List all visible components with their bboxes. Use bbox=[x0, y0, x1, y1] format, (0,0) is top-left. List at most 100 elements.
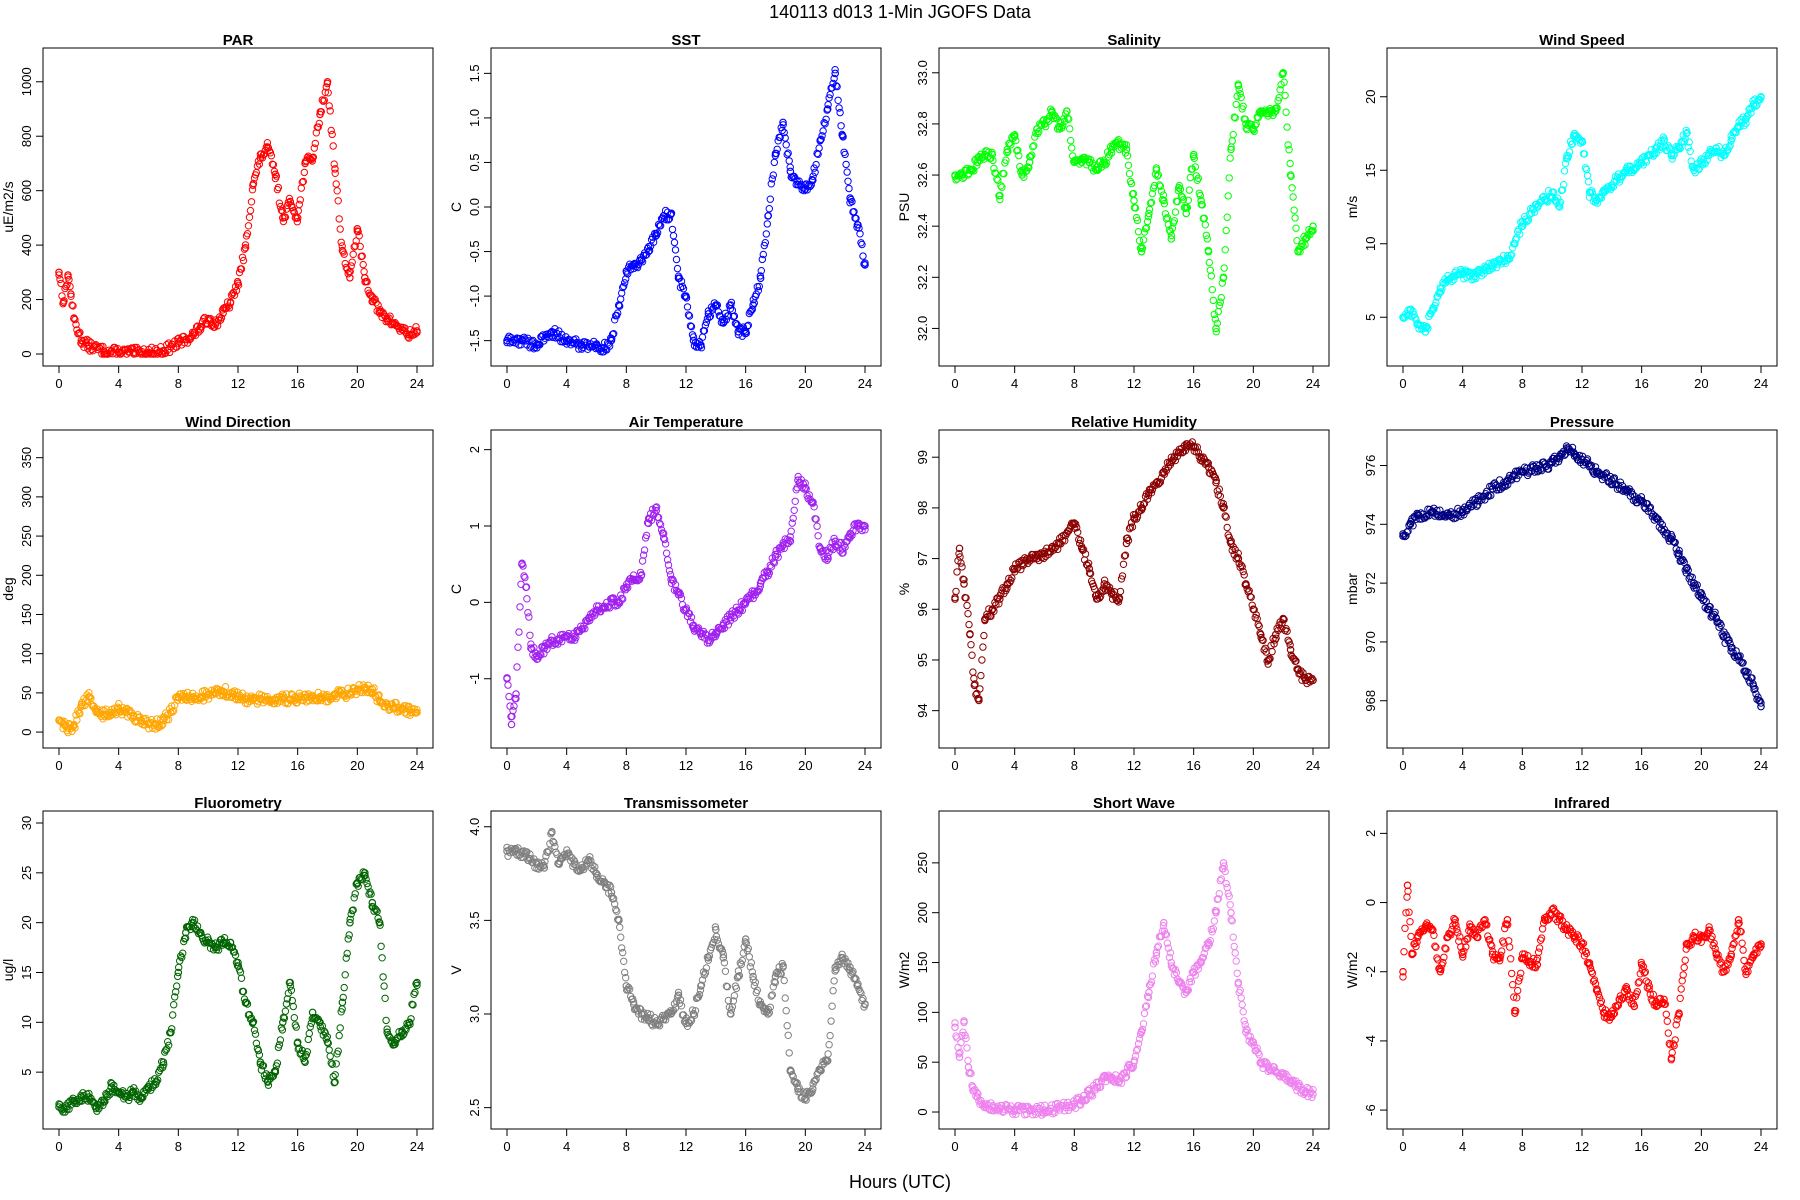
panel-infrared-point bbox=[1431, 942, 1439, 950]
panel-wind-direction-y-tick-label: 200 bbox=[19, 564, 34, 586]
panel-relative-humidity-point bbox=[977, 671, 985, 680]
panel-air-temperature-data-point bbox=[801, 483, 810, 492]
panel-salinity-data-point bbox=[1137, 247, 1146, 256]
panel-transmissometer-data-point bbox=[861, 1000, 869, 1009]
panel-salinity-point bbox=[1170, 217, 1179, 225]
panel-infrared-title: Infrared bbox=[1554, 795, 1610, 812]
panel-infrared-point bbox=[1399, 973, 1407, 981]
panel-wind-direction-y-tick-label: 100 bbox=[19, 643, 34, 665]
panel-par-data-point bbox=[338, 246, 347, 255]
panel-sst-point bbox=[714, 308, 723, 316]
panel-pressure-data-point bbox=[1652, 514, 1661, 523]
panel-short-wave-point bbox=[1258, 1060, 1266, 1068]
panel-air-temperature-point bbox=[787, 527, 795, 535]
panel-air-temperature-data-point bbox=[711, 629, 720, 637]
panel-pressure-data-point bbox=[1473, 496, 1482, 505]
panel-short-wave-data-point bbox=[1107, 1073, 1116, 1081]
panel-fluorometry-point bbox=[342, 954, 350, 962]
panel-salinity-point bbox=[1160, 199, 1169, 208]
panel-fluorometry-point bbox=[394, 1033, 402, 1042]
panel-sst-point bbox=[811, 168, 819, 177]
panel-sst-data-point bbox=[853, 221, 862, 229]
panel-sst-point bbox=[825, 94, 833, 102]
panel-sst-point bbox=[614, 309, 622, 317]
panel-pressure-point bbox=[1658, 521, 1667, 529]
panel-relative-humidity-data-point bbox=[1189, 443, 1198, 451]
panel-sst-point bbox=[831, 66, 839, 74]
panel-air-temperature-point bbox=[810, 503, 818, 511]
panel-wind-speed-data-point bbox=[1615, 173, 1624, 182]
panel-sst-point bbox=[730, 312, 739, 320]
panel-wind-direction-point bbox=[134, 711, 142, 719]
panel-sst-point bbox=[822, 115, 830, 124]
panel-fluorometry-point bbox=[332, 1060, 340, 1068]
panel-pressure-point bbox=[1586, 462, 1595, 470]
panel-air-temperature-y-axis-label: C bbox=[448, 584, 464, 594]
panel-relative-humidity-point bbox=[967, 641, 975, 649]
panel-air-temperature-point bbox=[663, 556, 672, 564]
panel-wind-speed-data-point bbox=[1511, 240, 1519, 248]
panel-wind-direction-data-point bbox=[301, 693, 309, 702]
panel-transmissometer-point bbox=[617, 933, 625, 941]
panel-par-y-tick-label: 1000 bbox=[19, 67, 34, 96]
panel-salinity-point bbox=[1203, 235, 1212, 243]
panel-relative-humidity-point bbox=[1119, 560, 1128, 568]
panel-short-wave-point bbox=[951, 1019, 959, 1027]
panel-relative-humidity-point bbox=[1240, 571, 1248, 579]
panel-par-x-tick-label: 20 bbox=[350, 376, 364, 391]
panel-par-point bbox=[241, 241, 250, 249]
panel-fluorometry-point bbox=[304, 1035, 312, 1044]
panel-pressure-point bbox=[1684, 566, 1692, 574]
panel-fluorometry-data-point bbox=[375, 918, 384, 927]
panel-short-wave-point bbox=[1160, 927, 1169, 935]
panel-wind-direction-point bbox=[392, 699, 400, 707]
panel-sst-data-point bbox=[734, 327, 743, 336]
panel-salinity-point bbox=[1171, 208, 1180, 216]
panel-air-temperature-point bbox=[639, 551, 648, 559]
panel-salinity-point bbox=[1194, 174, 1203, 183]
panel-fluorometry-point bbox=[341, 971, 349, 979]
panel-infrared-y-axis-label: W/m2 bbox=[1344, 952, 1360, 989]
panel-relative-humidity-data-point bbox=[1197, 453, 1205, 462]
panel-short-wave-data-point bbox=[1286, 1078, 1295, 1086]
panel-air-temperature-point bbox=[756, 582, 764, 590]
panel-par-data-point bbox=[70, 314, 78, 323]
panel-air-temperature-data-point bbox=[846, 529, 854, 538]
panel-air-temperature-points bbox=[503, 472, 869, 729]
panel-salinity-point bbox=[1179, 195, 1188, 204]
panel-fluorometry-point bbox=[290, 1014, 298, 1022]
figure-title: 140113 d013 1-Min JGOFS Data bbox=[769, 2, 1032, 22]
panel-wind-direction-point bbox=[413, 706, 421, 714]
panel-transmissometer-x-tick-label: 24 bbox=[858, 1139, 872, 1154]
panel-transmissometer-data-point bbox=[682, 1019, 690, 1028]
panel-short-wave-y-tick-label: 100 bbox=[915, 1002, 930, 1024]
panel-air-temperature-data-point bbox=[786, 537, 795, 546]
panel-transmissometer-point bbox=[704, 956, 713, 964]
panel-relative-humidity-data-point bbox=[1175, 448, 1183, 456]
panel-infrared-point bbox=[1436, 965, 1444, 973]
panel-air-temperature-data-point bbox=[570, 632, 578, 641]
panel-salinity-point bbox=[1176, 185, 1185, 193]
panel-fluorometry-point bbox=[257, 1066, 266, 1074]
panel-par-data-point bbox=[67, 290, 75, 298]
panel-short-wave-point bbox=[1237, 994, 1245, 1002]
panel-air-temperature-data-point bbox=[756, 579, 765, 588]
panel-salinity-x-tick-label: 4 bbox=[1011, 376, 1018, 391]
panel-air-temperature-point bbox=[640, 546, 649, 554]
panel-salinity-point bbox=[1299, 242, 1307, 251]
panel-air-temperature-point bbox=[515, 628, 523, 636]
panel-short-wave-data-point bbox=[1122, 1068, 1131, 1077]
panel-air-temperature-y-tick-label: 2 bbox=[467, 446, 482, 453]
panel-air-temperature-data-point bbox=[600, 602, 608, 611]
panel-pressure-data-point bbox=[1593, 467, 1601, 476]
panel-fluorometry-point bbox=[230, 948, 239, 956]
panel-relative-humidity-data-point bbox=[1063, 529, 1071, 538]
panel-salinity-y-tick-label: 32.4 bbox=[915, 214, 930, 239]
panel-par-y-tick-label: 400 bbox=[19, 234, 34, 256]
panel-relative-humidity-point bbox=[1073, 523, 1081, 532]
panel-relative-humidity-point bbox=[1223, 523, 1231, 532]
panel-transmissometer-point bbox=[746, 963, 754, 971]
panel-infrared-point bbox=[1507, 955, 1515, 963]
panel-wind-direction-data-point bbox=[368, 685, 377, 693]
panel-wind-direction-point bbox=[374, 692, 382, 700]
